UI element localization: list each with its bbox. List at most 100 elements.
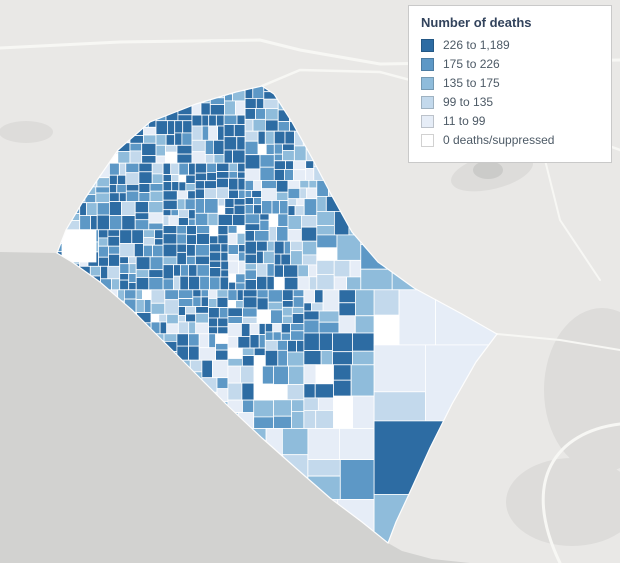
- tract[interactable]: [253, 179, 262, 191]
- tract[interactable]: [290, 330, 305, 341]
- tract[interactable]: [293, 169, 307, 181]
- tract[interactable]: [255, 98, 265, 110]
- tract[interactable]: [125, 162, 140, 174]
- tract[interactable]: [261, 200, 273, 215]
- tract[interactable]: [143, 299, 152, 314]
- tract[interactable]: [121, 201, 136, 217]
- tract[interactable]: [227, 365, 241, 384]
- tract[interactable]: [244, 190, 253, 198]
- tract[interactable]: [186, 234, 197, 245]
- tract[interactable]: [152, 244, 164, 258]
- tract[interactable]: [271, 200, 281, 215]
- tract[interactable]: [373, 314, 400, 346]
- tract[interactable]: [264, 119, 279, 132]
- tract[interactable]: [118, 192, 127, 203]
- tract[interactable]: [236, 136, 246, 151]
- tract[interactable]: [273, 276, 285, 291]
- tract[interactable]: [227, 382, 243, 401]
- tract[interactable]: [168, 215, 179, 227]
- tract[interactable]: [208, 289, 218, 299]
- tract[interactable]: [398, 289, 436, 346]
- tract[interactable]: [352, 350, 375, 366]
- tract[interactable]: [333, 276, 348, 291]
- tract[interactable]: [253, 347, 266, 357]
- tract[interactable]: [237, 336, 251, 349]
- tract[interactable]: [238, 251, 246, 262]
- tract[interactable]: [191, 114, 203, 127]
- tract[interactable]: [129, 150, 143, 164]
- tract[interactable]: [191, 151, 206, 164]
- tract[interactable]: [240, 365, 255, 384]
- tract[interactable]: [155, 144, 166, 157]
- tract[interactable]: [109, 162, 120, 176]
- tract[interactable]: [162, 264, 174, 280]
- tract[interactable]: [249, 334, 260, 349]
- tract[interactable]: [125, 190, 140, 203]
- tract[interactable]: [296, 339, 305, 353]
- tract[interactable]: [244, 179, 255, 191]
- tract[interactable]: [166, 313, 179, 325]
- tract[interactable]: [119, 243, 135, 258]
- tract[interactable]: [264, 349, 279, 367]
- tract[interactable]: [259, 213, 270, 221]
- tract[interactable]: [95, 186, 110, 194]
- tract[interactable]: [224, 198, 235, 208]
- tract[interactable]: [316, 225, 335, 236]
- tract[interactable]: [208, 307, 220, 319]
- tract[interactable]: [196, 264, 211, 277]
- tract[interactable]: [194, 198, 205, 214]
- tract[interactable]: [314, 383, 335, 399]
- tract[interactable]: [79, 215, 91, 231]
- tract[interactable]: [281, 428, 309, 456]
- tract[interactable]: [227, 225, 238, 234]
- tract[interactable]: [176, 198, 186, 211]
- tract[interactable]: [215, 343, 229, 351]
- tract[interactable]: [227, 300, 236, 309]
- tract[interactable]: [89, 265, 101, 277]
- tract[interactable]: [258, 323, 266, 336]
- tract[interactable]: [170, 209, 179, 217]
- tract[interactable]: [211, 359, 229, 379]
- tract[interactable]: [98, 256, 109, 267]
- tract[interactable]: [177, 321, 190, 335]
- tract[interactable]: [264, 339, 278, 351]
- tract[interactable]: [261, 179, 277, 190]
- tract[interactable]: [238, 260, 246, 275]
- tract[interactable]: [178, 174, 187, 183]
- tract[interactable]: [268, 213, 279, 227]
- tract[interactable]: [244, 204, 255, 215]
- tract[interactable]: [244, 230, 256, 242]
- tract[interactable]: [235, 273, 246, 284]
- tract[interactable]: [275, 191, 289, 201]
- tract[interactable]: [138, 183, 151, 193]
- tract[interactable]: [181, 132, 193, 146]
- tract[interactable]: [201, 359, 213, 379]
- tract[interactable]: [283, 276, 299, 291]
- tract[interactable]: [227, 232, 238, 246]
- tract[interactable]: [151, 162, 164, 175]
- tract[interactable]: [217, 213, 233, 226]
- tract[interactable]: [216, 296, 229, 308]
- tract[interactable]: [305, 160, 315, 169]
- tract[interactable]: [303, 198, 318, 216]
- tract[interactable]: [253, 197, 263, 206]
- tract[interactable]: [209, 267, 222, 278]
- tract[interactable]: [280, 253, 291, 266]
- tract[interactable]: [279, 200, 289, 215]
- tract[interactable]: [164, 289, 179, 300]
- tract[interactable]: [162, 233, 178, 245]
- tract[interactable]: [352, 332, 375, 352]
- tract[interactable]: [217, 205, 226, 215]
- tract[interactable]: [186, 244, 196, 257]
- tract[interactable]: [236, 225, 246, 234]
- tract[interactable]: [240, 323, 251, 337]
- tract[interactable]: [96, 214, 110, 231]
- tract[interactable]: [273, 130, 286, 145]
- tract[interactable]: [216, 187, 229, 200]
- tract[interactable]: [194, 180, 205, 190]
- tract[interactable]: [117, 150, 131, 164]
- tract[interactable]: [177, 315, 186, 323]
- tract[interactable]: [217, 125, 225, 141]
- tract[interactable]: [165, 134, 176, 146]
